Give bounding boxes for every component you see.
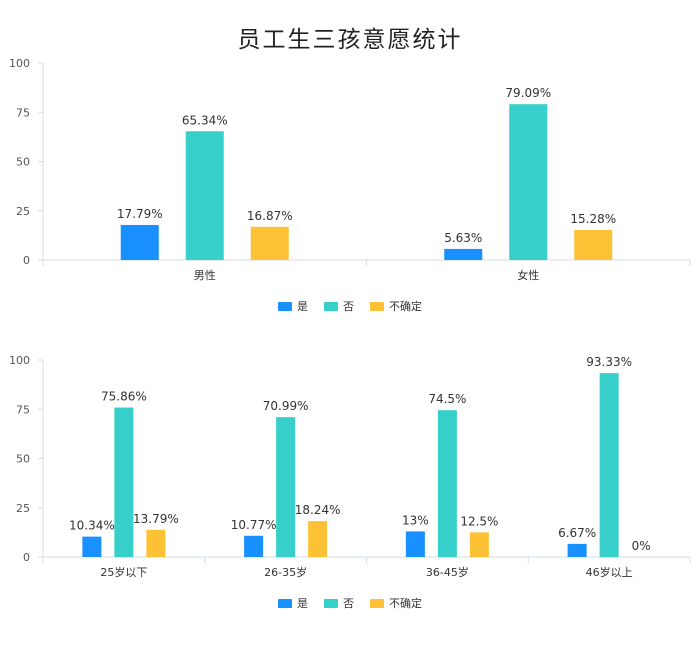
bar[interactable] — [567, 543, 587, 557]
bar-value-label: 74.5% — [428, 392, 466, 406]
legend-item-no[interactable]: 否 — [324, 595, 354, 611]
bar[interactable] — [82, 536, 102, 557]
bar[interactable] — [574, 229, 613, 260]
bar-value-label: 79.09% — [505, 86, 551, 100]
legend-item-yes[interactable]: 是 — [278, 298, 308, 314]
bar[interactable] — [437, 410, 457, 557]
bar-value-label: 65.34% — [182, 113, 228, 127]
legend-label-yes: 是 — [297, 597, 308, 610]
chart-age: 0 25 50 75 100 25岁以下 10.34% 75.86% 13.79% 26-35岁 1… — [0, 352, 700, 642]
x-tick-label: 女性 — [517, 268, 539, 282]
y-tick-label: 25 — [16, 205, 30, 218]
bar[interactable] — [469, 532, 489, 557]
bar[interactable] — [276, 417, 296, 557]
bar[interactable] — [244, 535, 264, 557]
bar-value-label: 15.28% — [570, 212, 616, 226]
chart-age-svg: 0 25 50 75 100 25岁以下 10.34% 75.86% 13.79% 26-35岁 1… — [9, 354, 691, 579]
bar-value-label: 13.79% — [133, 512, 179, 526]
legend-label-no: 否 — [343, 300, 354, 313]
bar[interactable] — [509, 104, 548, 260]
bar-value-label: 18.24% — [295, 503, 341, 517]
bar-value-label: 5.63% — [444, 231, 482, 245]
y-tick-label: 75 — [16, 403, 30, 416]
legend-swatch-unsure — [370, 301, 384, 311]
legend-label-yes: 是 — [297, 300, 308, 313]
chart-gender-svg: 0 25 50 75 100 男性 17.79% 65.34% 16.87% 女性 5.63% 79.… — [9, 57, 691, 282]
bar-value-label: 13% — [402, 513, 429, 527]
legend: 是 否 不确定 — [0, 298, 700, 314]
bar[interactable] — [250, 226, 289, 260]
bar-value-label: 10.77% — [231, 518, 277, 532]
y-tick-label: 75 — [16, 106, 30, 119]
legend-item-unsure[interactable]: 不确定 — [370, 595, 422, 611]
y-tick-label: 0 — [23, 551, 30, 564]
y-tick-label: 50 — [16, 156, 30, 169]
legend-swatch-yes — [278, 301, 292, 311]
page-title: 员工生三孩意愿统计 — [237, 27, 463, 53]
legend-swatch-no — [324, 598, 338, 608]
bar[interactable] — [444, 248, 483, 260]
legend: 是 否 不确定 — [0, 595, 700, 611]
x-tick-label: 26-35岁 — [264, 565, 307, 579]
x-tick-label: 36-45岁 — [426, 565, 469, 579]
legend-item-no[interactable]: 否 — [324, 298, 354, 314]
bar-value-label: 70.99% — [263, 399, 309, 413]
bar-value-label: 17.79% — [117, 207, 163, 221]
y-tick-label: 100 — [9, 354, 30, 367]
legend-swatch-unsure — [370, 598, 384, 608]
bar-value-label: 10.34% — [69, 519, 115, 533]
legend-label-no: 否 — [343, 597, 354, 610]
bar[interactable] — [599, 373, 619, 557]
bar[interactable] — [185, 131, 224, 260]
legend-swatch-yes — [278, 598, 292, 608]
bar-value-label: 12.5% — [460, 514, 498, 528]
y-tick-label: 100 — [9, 57, 30, 70]
legend-label-unsure: 不确定 — [389, 597, 422, 610]
bar[interactable] — [120, 224, 159, 260]
chart-gender: 0 25 50 75 100 男性 17.79% 65.34% 16.87% 女性 5.63% 79.… — [0, 55, 700, 345]
bar[interactable] — [114, 407, 134, 557]
bar-value-label: 6.67% — [558, 526, 596, 540]
y-tick-label: 0 — [23, 254, 30, 267]
x-tick-label: 男性 — [194, 268, 216, 282]
bar-value-label: 16.87% — [247, 209, 293, 223]
y-tick-label: 25 — [16, 502, 30, 515]
bar[interactable] — [405, 531, 425, 557]
bar-value-label: 75.86% — [101, 390, 147, 404]
bar-value-label: 93.33% — [586, 355, 632, 369]
legend-item-yes[interactable]: 是 — [278, 595, 308, 611]
legend-swatch-no — [324, 301, 338, 311]
bar-value-label: 0% — [632, 539, 651, 553]
x-tick-label: 25岁以下 — [100, 565, 147, 579]
legend-label-unsure: 不确定 — [389, 300, 422, 313]
bar[interactable] — [308, 521, 328, 557]
x-tick-label: 46岁以上 — [586, 565, 633, 579]
legend-item-unsure[interactable]: 不确定 — [370, 298, 422, 314]
y-tick-label: 50 — [16, 453, 30, 466]
bar[interactable] — [146, 529, 166, 557]
